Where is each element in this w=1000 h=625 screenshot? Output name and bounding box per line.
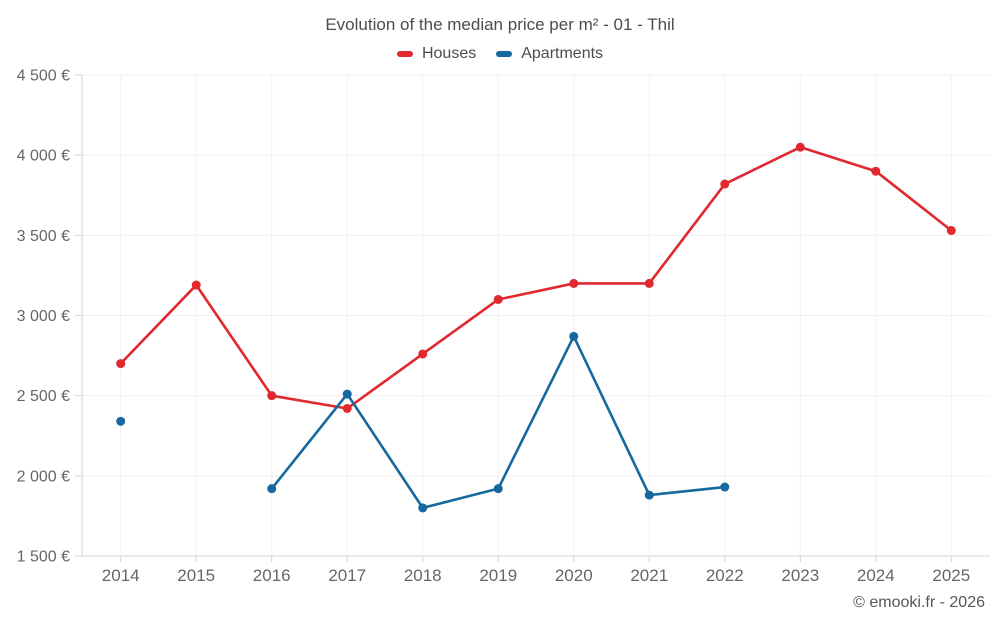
x-axis-label: 2016 xyxy=(253,566,291,585)
apartments-point[interactable] xyxy=(644,490,654,500)
y-axis-label: 1 500 € xyxy=(17,549,70,566)
y-axis-label: 4 500 € xyxy=(17,68,70,85)
houses-point[interactable] xyxy=(493,294,503,304)
legend-label-houses: Houses xyxy=(421,45,477,62)
houses-point[interactable] xyxy=(795,142,805,152)
houses-point[interactable] xyxy=(418,349,428,359)
x-axis-label: 2018 xyxy=(404,566,442,585)
y-axis-label: 4 000 € xyxy=(17,148,70,165)
houses-point[interactable] xyxy=(569,278,579,288)
apartments-point[interactable] xyxy=(569,331,579,341)
copyright: © emooki.fr - 2026 xyxy=(853,594,985,611)
houses-point[interactable] xyxy=(342,403,352,413)
y-axis-label: 3 500 € xyxy=(17,228,70,245)
x-axis-label: 2020 xyxy=(555,566,593,585)
y-axis-label: 2 500 € xyxy=(17,388,70,405)
x-axis-label: 2014 xyxy=(102,566,140,585)
legend-item-houses[interactable]: Houses xyxy=(396,45,477,63)
y-axis-label: 3 000 € xyxy=(17,308,70,325)
x-axis-label: 2015 xyxy=(177,566,215,585)
x-axis-label: 2025 xyxy=(932,566,970,585)
houses-point[interactable] xyxy=(116,359,126,369)
houses-point[interactable] xyxy=(644,278,654,288)
houses-point[interactable] xyxy=(191,280,201,290)
apartments-point[interactable] xyxy=(418,503,428,513)
legend-label-apartments: Apartments xyxy=(521,45,604,62)
x-axis-label: 2024 xyxy=(857,566,895,585)
apartments-series-swatch-icon xyxy=(496,51,513,57)
y-axis-label: 2 000 € xyxy=(17,468,70,485)
apartments-point[interactable] xyxy=(720,482,730,492)
x-axis-label: 2023 xyxy=(781,566,819,585)
legend-item-apartments[interactable]: Apartments xyxy=(496,45,603,63)
legend: Houses Apartments xyxy=(0,45,1000,63)
x-axis-label: 2021 xyxy=(630,566,668,585)
houses-series-swatch-icon xyxy=(396,51,413,57)
houses-point[interactable] xyxy=(720,179,730,189)
apartments-point[interactable] xyxy=(493,484,503,494)
x-axis-label: 2019 xyxy=(479,566,517,585)
houses-point[interactable] xyxy=(871,166,881,176)
x-axis-label: 2017 xyxy=(328,566,366,585)
apartments-point[interactable] xyxy=(267,484,277,494)
houses-point[interactable] xyxy=(946,226,956,236)
apartments-point[interactable] xyxy=(116,416,126,426)
apartments-point[interactable] xyxy=(342,389,352,399)
chart-title: Evolution of the median price per m² - 0… xyxy=(325,15,675,34)
houses-point[interactable] xyxy=(267,391,277,401)
x-axis-label: 2022 xyxy=(706,566,744,585)
houses-line xyxy=(119,145,953,410)
